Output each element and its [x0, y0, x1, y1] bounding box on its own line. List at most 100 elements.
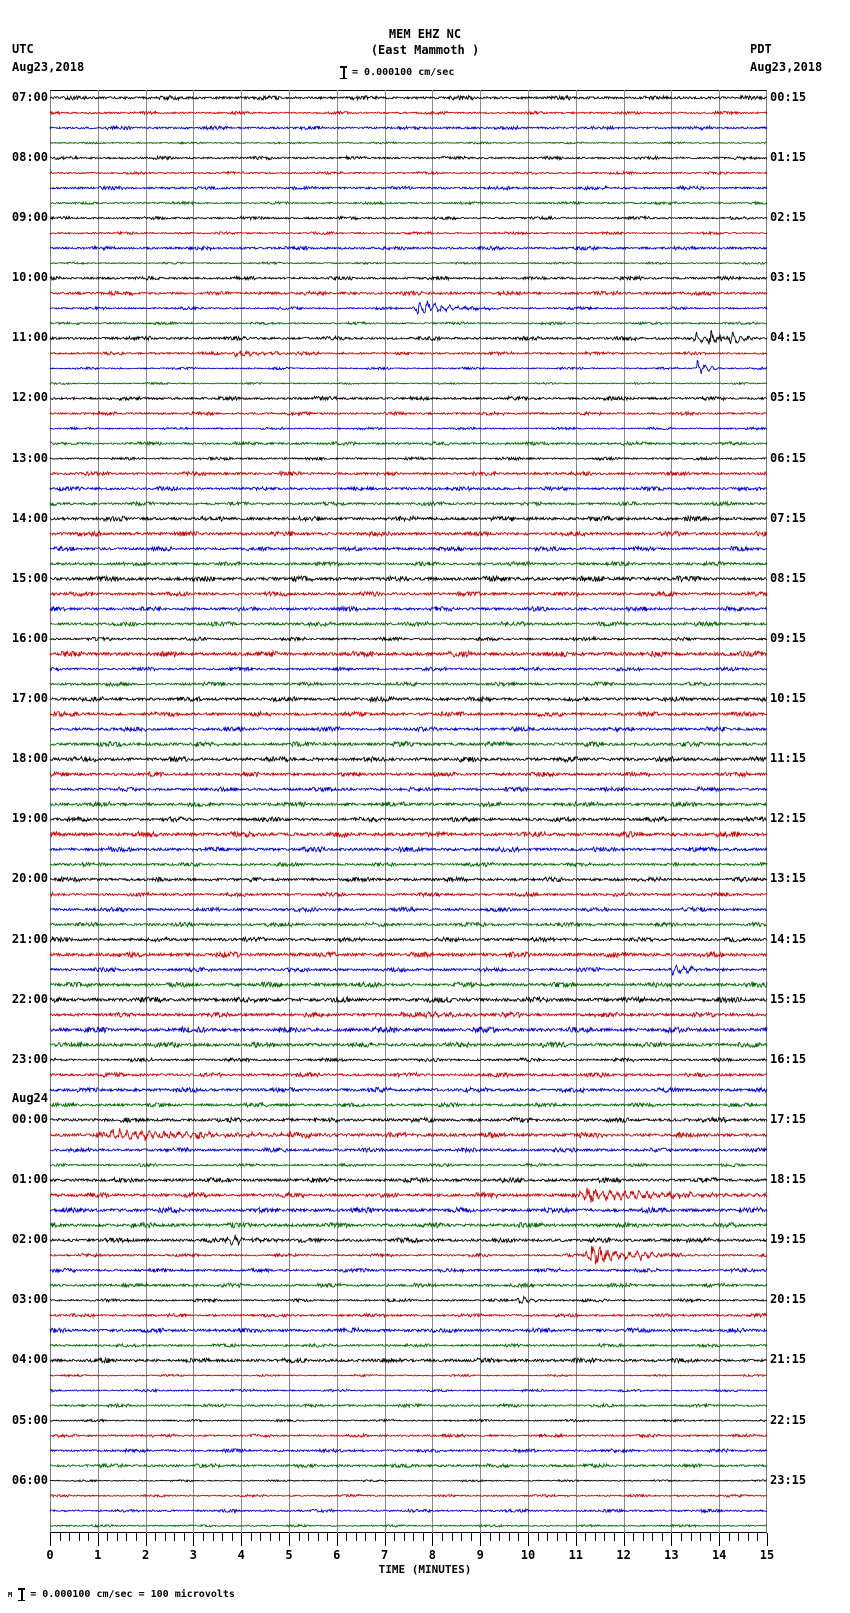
gridline-minute-1 — [97, 90, 99, 1533]
pdt-label-0215: 02:15 — [770, 210, 807, 225]
x-tick-label-4: 4 — [237, 1548, 245, 1562]
minor-tick — [728, 1533, 730, 1541]
utc-label-0600: 06:00 — [11, 1472, 48, 1487]
major-tick-14 — [719, 1533, 721, 1546]
pdt-label-1315: 13:15 — [770, 871, 807, 886]
minor-tick — [585, 1533, 587, 1541]
x-tick-label-14: 14 — [711, 1548, 727, 1562]
major-tick-2 — [145, 1533, 147, 1546]
utc-label-0400: 04:00 — [11, 1352, 48, 1367]
pdt-label-0015: 00:15 — [770, 89, 807, 104]
x-axis-ticks — [50, 1533, 768, 1547]
gridline-minute-10 — [528, 90, 529, 1533]
minor-tick — [547, 1533, 549, 1541]
utc-label-0500: 05:00 — [11, 1412, 48, 1427]
minor-tick — [738, 1533, 740, 1541]
pdt-label-0515: 05:15 — [770, 390, 807, 405]
major-tick-7 — [384, 1533, 386, 1546]
x-tick-label-2: 2 — [141, 1548, 150, 1562]
x-tick-label-1: 1 — [94, 1548, 102, 1562]
major-tick-6 — [336, 1533, 338, 1546]
gridline-minute-9 — [480, 90, 482, 1533]
minor-tick — [202, 1533, 204, 1541]
minor-tick — [59, 1533, 61, 1541]
gridline-minute-3 — [193, 90, 195, 1533]
vertical-scale-bar-icon — [340, 66, 347, 79]
minor-tick — [298, 1533, 300, 1541]
plot-border — [50, 90, 767, 1533]
minor-tick — [614, 1533, 616, 1541]
major-tick-3 — [193, 1533, 195, 1546]
minor-tick — [260, 1533, 262, 1541]
utc-label-2100: 21:00 — [11, 931, 48, 946]
minor-tick — [394, 1533, 396, 1541]
minor-tick — [78, 1533, 80, 1541]
major-tick-4 — [241, 1533, 243, 1546]
gridline-minute-4 — [241, 90, 243, 1533]
pdt-label-1915: 19:15 — [770, 1232, 807, 1247]
minor-tick — [317, 1533, 319, 1541]
utc-label-1000: 10:00 — [11, 270, 48, 285]
gridline-minute-11 — [575, 90, 577, 1533]
utc-label-1700: 17:00 — [11, 691, 48, 706]
station-code: MEM EHZ NC — [388, 27, 462, 41]
utc-label-0900: 09:00 — [11, 210, 48, 225]
utc-label-1300: 13:00 — [11, 450, 48, 465]
x-tick-label-0: 0 — [46, 1548, 54, 1562]
pdt-label-1215: 12:15 — [770, 811, 807, 826]
utc-label-0100: 01:00 — [11, 1172, 48, 1187]
gridline-minute-12 — [623, 90, 625, 1533]
minor-tick — [375, 1533, 377, 1541]
minor-tick — [88, 1533, 90, 1541]
minor-tick — [69, 1533, 71, 1541]
utc-label-1900: 19:00 — [11, 811, 48, 826]
utc-label-2300: 23:00 — [11, 1051, 48, 1066]
pdt-label-0115: 01:15 — [770, 149, 807, 164]
amplitude-scale-legend: = 0.000100 cm/sec — [340, 66, 454, 79]
major-tick-11 — [575, 1533, 577, 1546]
x-tick-label-5: 5 — [285, 1548, 293, 1562]
minor-tick — [107, 1533, 109, 1541]
pdt-timezone-label: PDT — [750, 42, 772, 56]
utc-label-1600: 16:00 — [11, 630, 48, 645]
minor-tick — [604, 1533, 606, 1541]
minor-tick — [451, 1533, 453, 1541]
pdt-label-1815: 18:15 — [770, 1172, 807, 1187]
minor-tick — [327, 1533, 329, 1541]
pdt-label-1115: 11:15 — [770, 751, 807, 766]
x-tick-label-8: 8 — [428, 1548, 436, 1562]
x-tick-label-7: 7 — [380, 1548, 389, 1562]
minor-tick — [212, 1533, 214, 1541]
x-tick-label-15: 15 — [759, 1548, 775, 1562]
utc-label-1500: 15:00 — [11, 570, 48, 585]
pdt-label-0415: 04:15 — [770, 330, 807, 345]
major-tick-12 — [623, 1533, 625, 1546]
gridline-minute-13 — [671, 90, 673, 1533]
major-tick-9 — [480, 1533, 482, 1546]
minor-tick — [518, 1533, 520, 1541]
major-tick-13 — [671, 1533, 673, 1546]
utc-label-2200: 22:00 — [11, 991, 48, 1006]
major-tick-8 — [432, 1533, 434, 1546]
minor-tick — [136, 1533, 138, 1541]
utc-label-1100: 11:00 — [11, 330, 48, 345]
footer-scale-bar-icon — [18, 1588, 26, 1601]
minor-tick — [155, 1533, 157, 1541]
utc-label-0300: 03:00 — [11, 1292, 48, 1307]
utc-label-0800: 08:00 — [11, 149, 48, 164]
minor-tick — [126, 1533, 128, 1541]
pdt-time-axis: 00:15 01:15 02:15 03:15 04:15 05:15 06:15 07:15… — [770, 90, 850, 1533]
minor-tick — [709, 1533, 711, 1541]
minor-tick — [690, 1533, 692, 1541]
chart-title-block: MEM EHZ NC (East Mammoth ) — [0, 26, 850, 58]
x-tick-label-13: 13 — [664, 1548, 679, 1562]
minor-tick — [537, 1533, 539, 1541]
x-tick-label-10: 10 — [520, 1548, 536, 1562]
minor-tick — [594, 1533, 596, 1541]
utc-label-0700: 07:00 — [11, 89, 48, 104]
major-tick-0 — [50, 1533, 51, 1546]
minor-tick — [633, 1533, 635, 1541]
footer-scale-note: M = 0.000100 cm/sec = 100 microvolts — [8, 1588, 235, 1601]
minor-tick — [355, 1533, 357, 1541]
minor-tick — [231, 1533, 233, 1541]
